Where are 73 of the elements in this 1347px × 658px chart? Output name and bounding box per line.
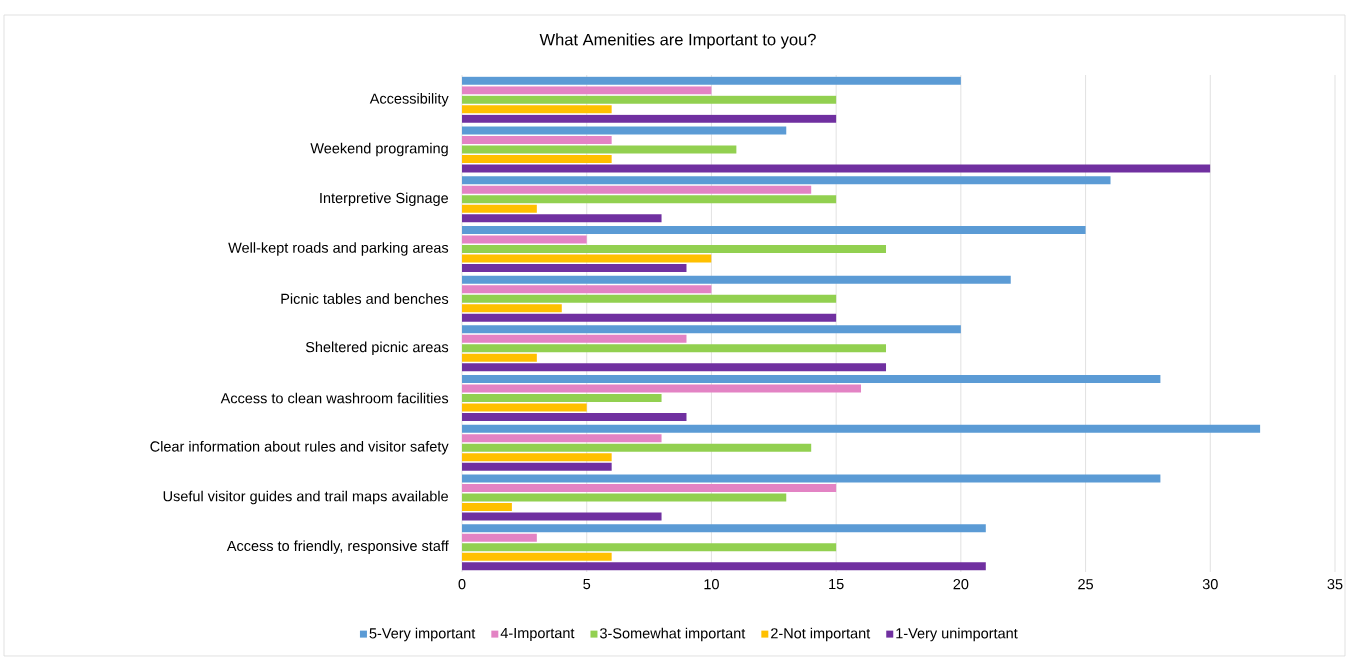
y-tick-label: Picnic tables and benches xyxy=(281,293,449,304)
bar xyxy=(462,254,712,263)
bar xyxy=(462,524,986,533)
y-tick-label: Interpretive Signage xyxy=(320,192,449,207)
bar xyxy=(462,155,612,164)
x-tick-label: 15 xyxy=(829,579,844,590)
bar xyxy=(462,502,512,511)
bar xyxy=(462,304,562,313)
bar xyxy=(462,424,1261,433)
bar xyxy=(462,493,787,502)
bar xyxy=(462,413,687,422)
legend-label: 4-Important xyxy=(500,628,575,642)
bar xyxy=(462,285,712,294)
x-tick-label: 35 xyxy=(1327,579,1343,590)
bar xyxy=(462,562,986,571)
chart-title: What Amenities are Important to you? xyxy=(539,33,816,49)
bar xyxy=(462,353,537,362)
legend-label: 5-Very important xyxy=(369,627,476,642)
bar xyxy=(462,76,961,85)
bar xyxy=(462,512,662,521)
bar xyxy=(462,403,587,412)
bar xyxy=(462,394,662,403)
bar xyxy=(462,176,1111,185)
bar xyxy=(462,533,537,542)
bar xyxy=(462,275,1011,284)
bar xyxy=(462,453,612,462)
bar xyxy=(462,443,812,452)
bar xyxy=(462,294,837,303)
y-tick-label: Access to clean washroom facilities xyxy=(220,392,449,404)
bar xyxy=(462,204,537,213)
bar xyxy=(462,313,837,322)
bar xyxy=(462,164,1211,173)
bar xyxy=(462,126,787,135)
bar xyxy=(462,95,837,104)
bar xyxy=(462,195,837,204)
legend-label: 2-Not important xyxy=(771,627,871,642)
bar xyxy=(462,483,837,492)
bar xyxy=(462,225,1086,234)
bar xyxy=(462,363,887,372)
x-tick-label: 30 xyxy=(1202,579,1218,590)
bar xyxy=(462,434,662,443)
bar xyxy=(462,235,587,244)
x-tick-label: 0 xyxy=(458,579,466,590)
x-tick-label: 5 xyxy=(583,579,591,590)
bar xyxy=(462,214,662,223)
legend-label: 3-Somewhat important xyxy=(600,627,746,642)
y-tick-label: Accessibility xyxy=(369,93,449,107)
y-tick-label: Sheltered picnic areas xyxy=(305,341,449,356)
bar xyxy=(462,145,737,154)
bar xyxy=(462,325,961,334)
bar xyxy=(462,543,837,552)
bar xyxy=(462,334,687,343)
bar xyxy=(462,185,812,194)
bar xyxy=(462,263,687,272)
bar xyxy=(462,375,1161,384)
bar xyxy=(462,114,837,123)
bar xyxy=(462,384,862,393)
y-tick-label: Access to friendly, responsive staff xyxy=(226,540,449,554)
bar xyxy=(462,344,887,353)
x-tick-label: 10 xyxy=(704,579,719,590)
x-tick-label: 20 xyxy=(953,579,969,590)
x-tick-label: 25 xyxy=(1078,579,1094,590)
y-tick-label: Weekend programing xyxy=(310,142,448,157)
bar xyxy=(462,474,1161,483)
y-tick-label: Well-kept roads and parking areas xyxy=(228,242,449,256)
bar xyxy=(462,136,612,145)
legend-label: 1-Very unimportant xyxy=(896,627,1018,642)
bar xyxy=(462,552,612,561)
bar xyxy=(462,244,887,253)
y-tick-label: Useful visitor guides and trail maps available xyxy=(163,490,448,505)
bar xyxy=(462,105,612,114)
y-tick-label: Clear information about rules and visitor safety xyxy=(150,440,449,455)
bar xyxy=(462,462,612,471)
